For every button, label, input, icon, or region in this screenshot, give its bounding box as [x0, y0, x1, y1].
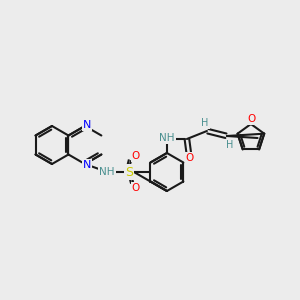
Text: O: O: [248, 114, 256, 124]
Text: NH: NH: [159, 133, 175, 143]
Text: O: O: [186, 153, 194, 163]
Text: H: H: [226, 140, 234, 150]
Text: NH: NH: [99, 167, 115, 177]
Text: O: O: [132, 151, 140, 161]
Text: S: S: [125, 166, 133, 178]
Text: N: N: [83, 160, 91, 170]
Text: O: O: [132, 183, 140, 193]
Text: N: N: [83, 120, 91, 130]
Text: H: H: [201, 118, 208, 128]
